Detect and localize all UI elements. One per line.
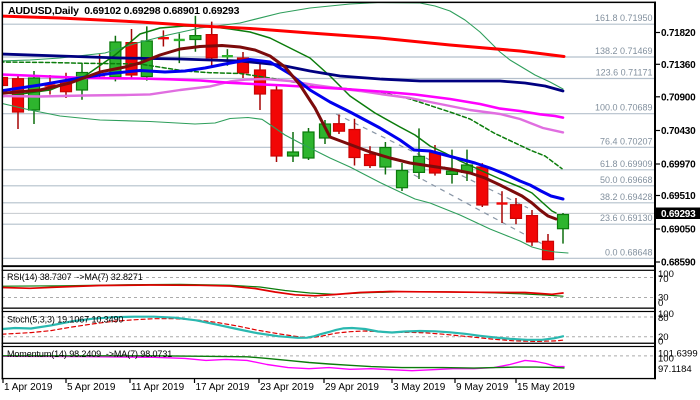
svg-text:0.69293: 0.69293 [661,209,696,220]
svg-text:0.69510: 0.69510 [661,191,696,202]
svg-text:97.1184: 97.1184 [658,364,692,375]
svg-text:101.6399: 101.6399 [658,348,698,359]
svg-text:0.71820: 0.71820 [661,28,696,39]
svg-text:1 Apr 2019: 1 Apr 2019 [4,382,53,393]
svg-text:AUDUSD,Daily 0.69102 0.69298: AUDUSD,Daily 0.69102 0.69298 0.68901 0.6… [8,5,240,17]
svg-text:17 Apr 2019: 17 Apr 2019 [196,382,250,393]
svg-text:0: 0 [658,337,663,348]
svg-text:30: 30 [658,292,669,303]
svg-text:100: 100 [658,309,674,320]
svg-text:0.69970: 0.69970 [661,160,696,171]
svg-text:138.2 0.71469: 138.2 0.71469 [595,46,653,56]
svg-text:100: 100 [658,354,674,365]
svg-text:3 May 2019: 3 May 2019 [393,382,446,393]
svg-text:61.8 0.69909: 61.8 0.69909 [600,159,653,169]
svg-text:80: 80 [658,313,669,324]
svg-text:0.0 0.68648: 0.0 0.68648 [605,247,653,257]
svg-text:9 May 2019: 9 May 2019 [456,382,509,393]
svg-text:0: 0 [658,298,663,309]
svg-text:RSI(14) 38.7307 ->MA(7) 32.82: RSI(14) 38.7307 ->MA(7) 32.8271 [7,272,143,282]
svg-text:5 Apr 2019: 5 Apr 2019 [67,382,116,393]
svg-text:23.6 0.69130: 23.6 0.69130 [600,213,653,223]
svg-text:38.2 0.69428: 38.2 0.69428 [600,192,653,202]
svg-text:0.70430: 0.70430 [661,126,696,137]
svg-text:23 Apr 2019: 23 Apr 2019 [260,382,314,393]
svg-text:29 Apr 2019: 29 Apr 2019 [325,382,379,393]
svg-text:123.6 0.71171: 123.6 0.71171 [596,68,653,78]
svg-text:76.4 0.70207: 76.4 0.70207 [600,136,653,146]
svg-text:Momentum(14) 98.2409 ->MA(7): Momentum(14) 98.2409 ->MA(7) 98.0731 [7,349,172,359]
svg-text:11 Apr 2019: 11 Apr 2019 [131,382,185,393]
svg-text:100.0 0.70689: 100.0 0.70689 [595,103,653,113]
svg-text:0.70900: 0.70900 [661,92,696,103]
svg-text:0.68590: 0.68590 [661,258,696,269]
svg-text:70: 70 [658,274,669,285]
svg-text:161.8 0.71950: 161.8 0.71950 [595,13,653,23]
svg-text:15 May 2019: 15 May 2019 [517,382,575,393]
svg-text:0.69050: 0.69050 [661,225,696,236]
svg-text:100: 100 [658,269,674,280]
svg-text:Stoch(5,3,3) 19.1067 10.3490: Stoch(5,3,3) 19.1067 10.3490 [7,315,123,325]
svg-text:20: 20 [658,332,669,343]
svg-text:50.0 0.69668: 50.0 0.69668 [600,175,653,185]
svg-text:0.71360: 0.71360 [661,60,696,71]
